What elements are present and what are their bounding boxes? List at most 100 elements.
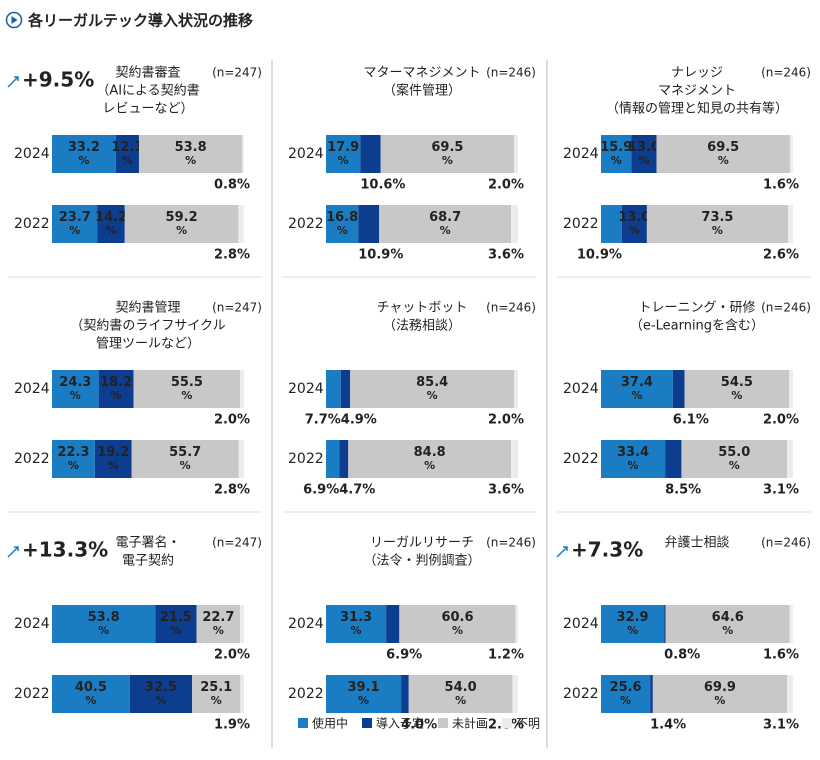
bar-segment <box>787 440 793 478</box>
bar-segment <box>242 135 244 173</box>
bar-segment <box>601 135 632 173</box>
annotation: +13.3% <box>22 538 108 562</box>
bar-segment <box>52 440 95 478</box>
year-label: 2022 <box>14 451 50 467</box>
annotation: +9.5% <box>22 68 94 92</box>
value-label: 2.8% <box>214 483 250 498</box>
bar-segment <box>326 135 361 173</box>
value-label: 4.7% <box>339 483 375 498</box>
bar-segment <box>238 440 244 478</box>
value-label: 1.9% <box>214 718 250 733</box>
value-label: 60.6% <box>441 610 473 638</box>
value-label: 1.6% <box>763 178 799 193</box>
bar-segment <box>129 675 193 713</box>
panel-title: チャットボット <box>377 301 468 316</box>
bar-segment <box>514 370 518 408</box>
value-label: 6.1% <box>673 413 709 428</box>
value-label: 3.6% <box>488 483 524 498</box>
bar-segment <box>656 135 790 173</box>
panel-title: （契約書のライフサイクル <box>70 319 225 334</box>
bar-segment <box>196 605 241 643</box>
bar-segment <box>650 675 653 713</box>
value-label: 64.6% <box>712 610 744 638</box>
panel-title: 電子契約 <box>122 554 174 569</box>
bar-segment <box>515 605 518 643</box>
value-label: 55.0% <box>718 445 750 473</box>
legend-swatch <box>502 718 513 728</box>
bar-segment <box>52 205 98 243</box>
bar-segment <box>601 205 622 243</box>
bar-segment <box>326 370 341 408</box>
panel-title: 弁護士相談 <box>664 535 729 551</box>
value-label: 4.0% <box>401 718 437 733</box>
value-label: 12.1% <box>111 140 143 168</box>
annotation-icon <box>556 546 568 558</box>
panel-title: （e-Learningを含む） <box>630 318 764 334</box>
n-label: (n=247) <box>212 536 262 550</box>
panel-title: 電子署名・ <box>115 535 180 551</box>
n-label: (n=246) <box>761 66 811 80</box>
n-label: (n=246) <box>761 301 811 315</box>
annotation-icon <box>7 76 19 88</box>
bar-segment <box>408 675 513 713</box>
value-label: 7.7% <box>305 413 341 428</box>
value-label: 33.4% <box>617 445 649 473</box>
bar-segment <box>380 135 515 173</box>
legend-label: 不明 <box>516 717 540 731</box>
bar-segment <box>386 605 400 643</box>
legend-swatch <box>438 718 449 728</box>
year-label: 2024 <box>14 616 50 632</box>
title-icon-arrow <box>11 16 18 24</box>
bar-segment <box>511 440 518 478</box>
value-label: 85.4% <box>416 375 448 403</box>
bar-segment <box>339 440 349 478</box>
value-label: 54.0% <box>445 680 477 708</box>
bar-segment <box>601 675 651 713</box>
bar-segment <box>646 205 789 243</box>
bar-segment <box>240 370 244 408</box>
panel-title: マターマネジメント <box>363 66 480 81</box>
annotation-icon <box>7 546 19 558</box>
panel-title: （AIによる契約書 <box>96 84 199 99</box>
bar-segment <box>115 135 139 173</box>
bar-segment <box>52 605 156 643</box>
value-label: 14.2% <box>95 210 127 238</box>
bar-segment <box>326 440 340 478</box>
value-label: 6.9% <box>386 648 422 663</box>
panel-title: レビューなど） <box>102 102 193 117</box>
value-label: 31.3% <box>340 610 372 638</box>
bar-segment <box>681 440 788 478</box>
bar-segment <box>155 605 197 643</box>
bar-segment <box>98 370 134 408</box>
value-label: 39.1% <box>347 680 379 708</box>
bar-segment <box>672 370 685 408</box>
n-label: (n=247) <box>212 66 262 80</box>
value-label: 3.1% <box>763 483 799 498</box>
year-label: 2022 <box>14 216 50 232</box>
bar-segment <box>601 605 665 643</box>
panel-title: 管理ツールなど） <box>96 337 200 352</box>
value-label: 10.9% <box>358 248 403 263</box>
value-label: 32.5% <box>145 680 177 708</box>
bar-segment <box>340 370 351 408</box>
value-label: 69.5% <box>707 140 739 168</box>
year-label: 2024 <box>288 146 324 162</box>
bar-segment <box>789 135 793 173</box>
bar-segment <box>52 370 99 408</box>
value-label: 2.0% <box>214 413 250 428</box>
bar-segment <box>652 675 788 713</box>
value-label: 24.3% <box>59 375 91 403</box>
bar-segment <box>326 605 387 643</box>
value-label: 33.2% <box>68 140 100 168</box>
panel-title: ナレッジ <box>671 66 723 81</box>
value-label: 25.6% <box>610 680 642 708</box>
panel-title: （情報の管理と知見の共有等） <box>606 101 788 117</box>
value-label: 84.8% <box>414 445 446 473</box>
value-label: 13.0% <box>618 210 650 238</box>
value-label: 1.6% <box>763 648 799 663</box>
year-label: 2022 <box>563 686 599 702</box>
value-label: 10.6% <box>360 178 405 193</box>
n-label: (n=246) <box>486 536 536 550</box>
value-label: 18.2% <box>100 375 132 403</box>
legend-label: 使用中 <box>312 716 348 731</box>
